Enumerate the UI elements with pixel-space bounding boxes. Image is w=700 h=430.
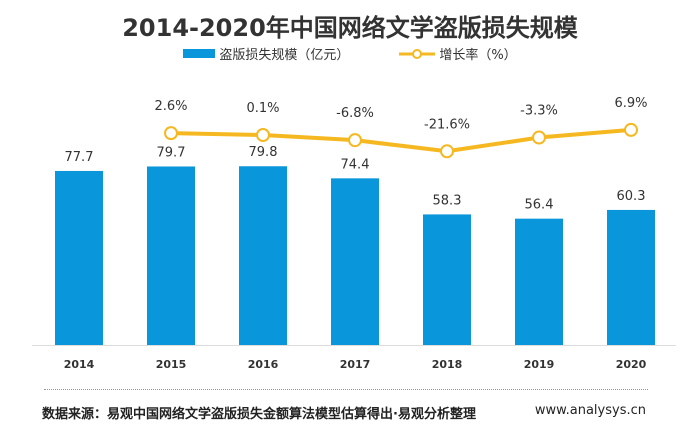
legend-label-line: 增长率（%） [439, 48, 517, 63]
source-note: 数据来源：易观中国网络文学盗版损失金额算法模型估算得出·易观分析整理 [42, 407, 476, 422]
growth-label-2016: 0.1% [246, 101, 279, 116]
growth-point-2019 [532, 130, 546, 145]
legend-line-swatch [399, 48, 436, 59]
bar-label-2015: 79.7 [157, 145, 186, 160]
growth-label-2017: -6.8% [336, 106, 374, 121]
growth-line [170, 127, 632, 154]
bar-label-2020: 60.3 [617, 189, 646, 204]
growth-label-2019: -3.3% [520, 104, 558, 119]
plot-area: 77.7 2014 79.7 2015 79.8 2016 74.4 2017 58.3 2018… [32, 96, 676, 371]
legend-label-bar: 盗版损失规模（亿元） [219, 48, 350, 63]
bar-2020 [607, 209, 655, 345]
growth-point-2015 [164, 126, 178, 141]
bar-label-2019: 56.4 [525, 198, 554, 213]
x-tick-2018: 2018 [432, 358, 463, 371]
growth-label-2020: 6.9% [614, 96, 647, 111]
chart-title: 2014-2020年中国网络文学盗版损失规模 [122, 14, 578, 42]
bar-label-2018: 58.3 [433, 193, 462, 208]
x-tick-2014: 2014 [64, 358, 95, 371]
legend-item-line: 增长率（%） [399, 44, 517, 63]
x-tick-2017: 2017 [340, 358, 371, 371]
growth-label-2015: 2.6% [154, 99, 187, 114]
bar-2016 [239, 166, 287, 345]
growth-point-2016 [256, 128, 270, 142]
x-tick-2020: 2020 [616, 358, 647, 371]
legend-bar-swatch [183, 49, 216, 58]
growth-point-2017 [348, 133, 362, 148]
growth-point-2018 [440, 144, 454, 159]
legend-item-bar: 盗版损失规模（亿元） [183, 44, 349, 63]
bar-2014 [55, 170, 103, 345]
growth-label-2018: -21.6% [424, 117, 470, 132]
growth-point-2020 [624, 122, 638, 137]
x-tick-2016: 2016 [248, 358, 279, 371]
bar-2019 [515, 218, 563, 345]
bar-2015 [147, 166, 195, 345]
legend: 盗版损失规模（亿元） 增长率（%） [0, 44, 700, 63]
x-tick-2019: 2019 [524, 358, 555, 371]
bar-label-2016: 79.8 [249, 145, 278, 160]
divider [44, 389, 648, 390]
bar-2017 [331, 178, 379, 345]
bar-label-2017: 74.4 [341, 157, 370, 172]
x-tick-2015: 2015 [156, 358, 187, 371]
bar-label-2014: 77.7 [65, 150, 94, 165]
site-url: www.analysys.cn [534, 403, 646, 418]
bar-2018 [423, 214, 471, 345]
